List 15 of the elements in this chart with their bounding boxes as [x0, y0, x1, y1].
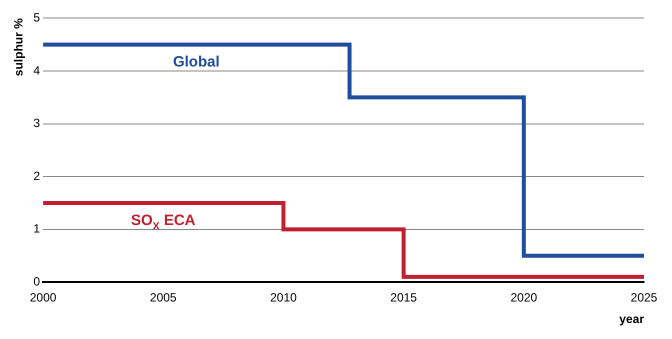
x-tick-label: 2020: [510, 290, 538, 305]
x-tick-label: 2015: [390, 290, 418, 305]
y-tick-label: 3: [33, 116, 40, 130]
y-tick-label: 0: [33, 274, 40, 289]
y-axis-title: sulphur %: [12, 18, 26, 76]
x-tick-label: 2010: [270, 290, 298, 305]
y-tick-label: 1: [33, 222, 40, 236]
x-tick-label: 2025: [630, 290, 658, 305]
y-tick-label: 2: [33, 168, 40, 183]
x-axis-title: year: [619, 312, 644, 326]
series-label: Global: [172, 54, 220, 71]
y-tick-label: 4: [33, 63, 40, 78]
x-tick-label: 2000: [30, 290, 57, 305]
y-tick-label: 5: [33, 10, 40, 25]
x-tick-label: 2005: [150, 290, 177, 305]
